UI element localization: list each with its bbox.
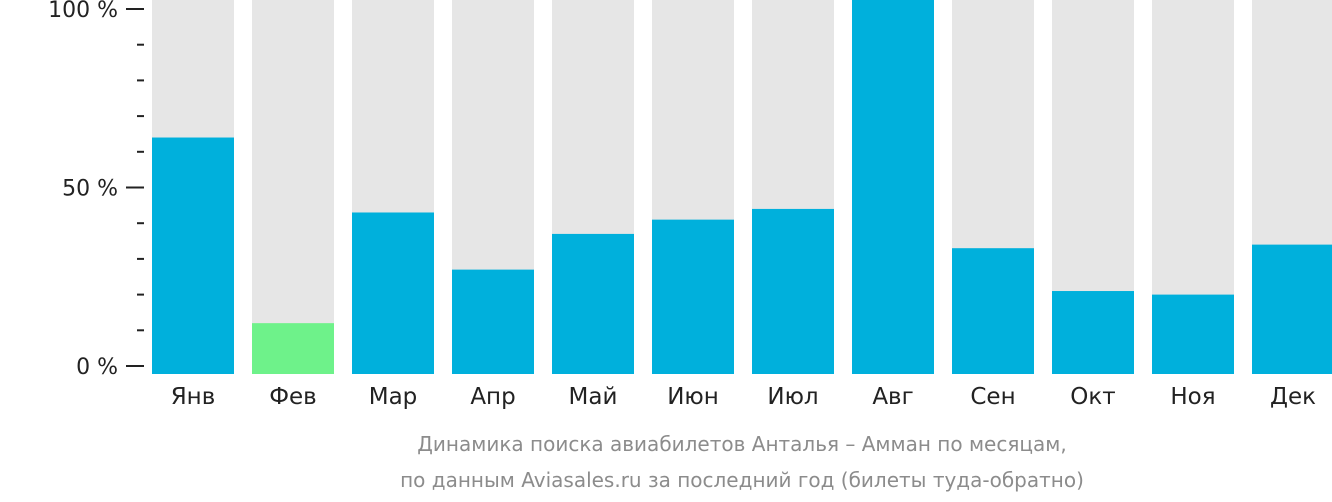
bar-Июл <box>752 208 834 374</box>
y-tick-label: 50 % <box>62 177 118 202</box>
bar-Мар <box>352 212 434 374</box>
y-tick-label: 100 % <box>48 0 118 23</box>
x-tick-label: Мар <box>369 384 418 410</box>
x-tick-label: Фев <box>269 384 317 410</box>
x-tick-label: Апр <box>470 384 515 410</box>
x-tick-label: Июн <box>667 384 719 410</box>
bar-Ноя <box>1152 294 1234 374</box>
x-tick-label: Май <box>569 384 618 410</box>
bar-chart: 0 % 50 % 100 % Янв Фев Мар Апр Май Июн Июл Авг Сен… <box>48 0 1332 410</box>
x-tick-label: Июл <box>767 384 818 410</box>
bar-Авг <box>852 0 934 374</box>
bars <box>152 0 1332 374</box>
bar-Июн <box>652 219 734 374</box>
chart-caption-line-1: Динамика поиска авиабилетов Анталья – Ам… <box>417 432 1067 456</box>
x-tick-label: Ноя <box>1170 384 1215 410</box>
x-axis-labels: Янв Фев Мар Апр Май Июн Июл Авг Сен Окт Ноя Дек <box>171 384 1316 410</box>
y-tick-label: 0 % <box>76 355 118 380</box>
x-tick-label: Янв <box>171 384 216 410</box>
bar-Янв <box>152 137 234 374</box>
bar-Сен <box>952 248 1034 374</box>
chart-caption-line-2: по данным Aviasales.ru за последний год … <box>400 468 1084 492</box>
bar-Фев <box>252 323 334 374</box>
bar-Окт <box>1052 291 1134 374</box>
bar-Апр <box>452 269 534 374</box>
y-axis: 0 % 50 % 100 % <box>48 0 144 380</box>
bar-Май <box>552 233 634 374</box>
bar-Дек <box>1252 244 1332 374</box>
x-tick-label: Авг <box>872 384 913 410</box>
bar-background <box>252 0 334 374</box>
x-tick-label: Сен <box>970 384 1015 410</box>
x-tick-label: Окт <box>1070 384 1115 410</box>
x-tick-label: Дек <box>1270 384 1316 410</box>
